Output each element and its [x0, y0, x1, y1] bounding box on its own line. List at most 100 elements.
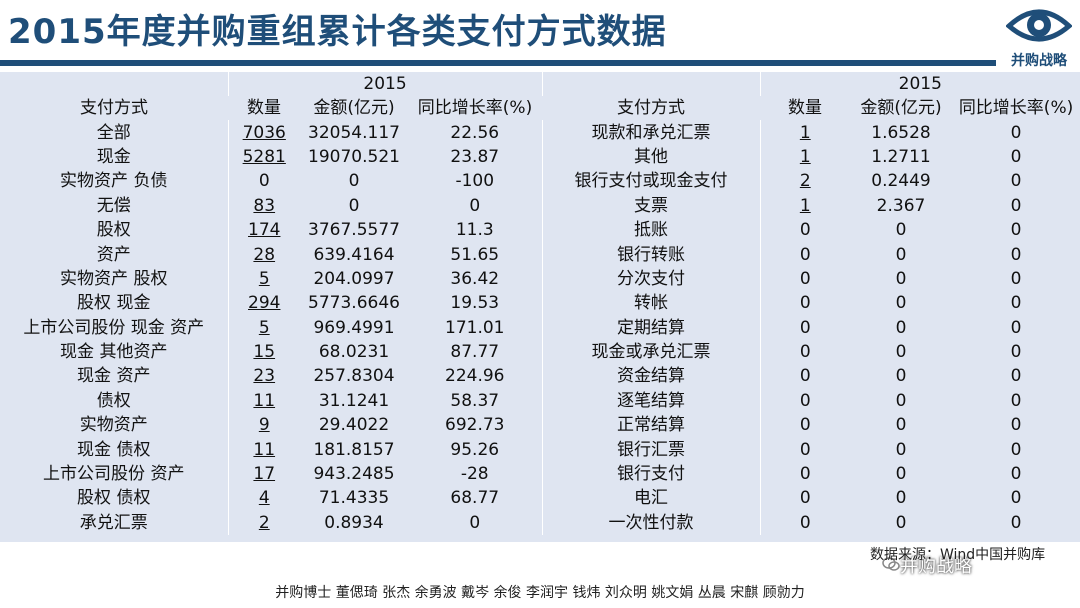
right-count-value: 0	[799, 293, 811, 314]
right-count-value: 0	[799, 488, 811, 509]
right-amount-cell: 1.2711	[871, 146, 931, 167]
left-method-cell: 实物资产 负债	[0, 169, 229, 194]
right-method-cell: 现金或承兑汇票	[542, 339, 761, 365]
left-amount-cell: 204.0997	[313, 268, 395, 289]
header-amount-left: 金额(亿元)	[313, 98, 395, 119]
left-count-cell: 11	[228, 389, 300, 413]
table-row: 实物资产 股权 5 204.0997 36.42 分次支付 0 0 0	[0, 266, 1080, 292]
header-growth-right: 同比增长率(%)	[958, 98, 1074, 119]
left-method-cell: 实物资产 股权	[0, 266, 229, 292]
left-count-cell: 15	[228, 340, 300, 364]
right-count-cell: 0	[760, 267, 850, 291]
right-count-cell: 0	[760, 291, 850, 315]
left-count-cell: 5	[228, 267, 300, 291]
left-amount-cell: 19070.521	[308, 146, 400, 167]
left-amount-cell: 0.8934	[324, 512, 384, 533]
header-row: 支付方式 数量 金额(亿元) 同比增长率(%) 支付方式 数量 金额(亿元) 同…	[0, 96, 1080, 120]
left-amount-cell: 71.4335	[318, 488, 390, 509]
left-amount-cell: 0	[348, 171, 360, 192]
left-count-value[interactable]: 4	[258, 488, 270, 509]
right-growth-cell: 0	[1010, 195, 1022, 216]
left-count-cell: 7036	[228, 120, 300, 144]
right-count-cell: 0	[760, 462, 850, 486]
left-count-value: 0	[258, 171, 270, 192]
table-row: 股权 债权 4 71.4335 68.77 电汇 0 0 0	[0, 486, 1080, 511]
right-amount-cell: 0	[895, 512, 907, 533]
left-amount-cell: 68.0231	[318, 342, 390, 363]
left-count-value[interactable]: 5	[258, 317, 270, 338]
right-amount-cell: 0	[895, 244, 907, 265]
left-method-cell: 承兑汇票	[0, 510, 229, 536]
right-method-cell: 银行支付或现金支付	[542, 169, 761, 194]
left-count-value[interactable]: 5	[258, 268, 270, 289]
header-method-right: 支付方式	[617, 98, 686, 119]
left-amount-cell: 3767.5577	[308, 220, 400, 241]
table-row: 现金 债权 11 181.8157 95.26 银行汇票 0 0 0	[0, 437, 1080, 462]
table-body: 2015 2015 支付方式 数量 金额(亿元) 同比增长率(%) 支付方式 数…	[0, 72, 1080, 536]
right-count-value[interactable]: 2	[799, 171, 811, 192]
left-count-cell: 23	[228, 364, 300, 388]
left-count-value[interactable]: 11	[253, 390, 276, 411]
header-year-left: 2015	[363, 74, 407, 94]
table-row: 实物资产 9 29.4022 692.73 正常结算 0 0 0	[0, 413, 1080, 438]
left-count-value[interactable]: 2	[258, 512, 270, 533]
right-amount-cell: 0	[895, 366, 907, 387]
left-growth-cell: -28	[408, 461, 543, 487]
left-count-value[interactable]: 11	[253, 439, 276, 460]
right-count-cell: 1	[760, 194, 850, 218]
right-count-cell: 0	[760, 242, 850, 266]
right-method-cell: 转帐	[542, 291, 761, 316]
right-method-cell: 其他	[542, 144, 761, 170]
left-count-value[interactable]: 5281	[242, 146, 286, 167]
left-method-cell: 实物资产	[0, 413, 229, 438]
header-blank-right	[541, 72, 761, 96]
right-growth-cell: 0	[1010, 220, 1022, 241]
right-growth-cell: 0	[1010, 488, 1022, 509]
right-count-cell: 0	[760, 413, 850, 437]
data-source-note: 数据来源：Wind中国并购库	[870, 547, 1046, 563]
left-method-cell: 股权 现金	[0, 291, 229, 316]
left-count-value[interactable]: 28	[253, 244, 276, 265]
right-method-cell: 资金结算	[542, 364, 761, 389]
left-count-cell: 28	[228, 242, 300, 266]
left-count-value[interactable]: 83	[253, 195, 276, 216]
header-method-left: 支付方式	[80, 98, 148, 119]
header-blank-left	[0, 72, 229, 96]
right-method-cell: 银行支付	[542, 461, 761, 487]
page-title: 2015年度并购重组累计各类支付方式数据	[8, 12, 667, 52]
left-amount-cell: 5773.6646	[308, 293, 400, 314]
right-amount-cell: 1.6528	[871, 122, 931, 143]
right-count-value[interactable]: 1	[799, 146, 811, 167]
table-row: 资产 28 639.4164 51.65 银行转账 0 0 0	[0, 242, 1080, 267]
left-count-cell: 9	[228, 413, 300, 437]
left-count-value[interactable]: 9	[258, 415, 270, 436]
right-growth-cell: 0	[1010, 244, 1022, 265]
left-amount-cell: 29.4022	[318, 415, 390, 436]
title-underline	[0, 60, 996, 66]
right-growth-cell: 0	[1010, 342, 1022, 363]
right-growth-cell: 0	[1010, 512, 1022, 533]
left-growth-cell: 51.65	[408, 242, 543, 267]
table-row: 现金 5281 19070.521 23.87 其他 1 1.2711 0	[0, 144, 1080, 170]
right-growth-cell: 0	[1010, 366, 1022, 387]
right-count-value: 0	[799, 317, 811, 338]
left-count-value[interactable]: 294	[248, 293, 281, 314]
table-row: 无偿 83 0 0 支票 1 2.367 0	[0, 193, 1080, 218]
right-growth-cell: 0	[1010, 122, 1022, 143]
right-count-value[interactable]: 1	[799, 195, 811, 216]
left-count-value[interactable]: 17	[253, 464, 276, 485]
table-row: 股权 174 3767.5577 11.3 抵账 0 0 0	[0, 217, 1080, 243]
right-growth-cell: 0	[1010, 293, 1022, 314]
left-count-value[interactable]: 7036	[242, 122, 286, 143]
table-row: 现金 资产 23 257.8304 224.96 资金结算 0 0 0	[0, 364, 1080, 389]
right-count-value[interactable]: 1	[799, 122, 811, 143]
left-count-value[interactable]: 15	[253, 342, 276, 363]
left-count-value[interactable]: 23	[253, 366, 276, 387]
left-growth-cell: 22.56	[408, 120, 543, 145]
left-count-value[interactable]: 174	[248, 220, 281, 241]
right-method-cell: 正常结算	[542, 413, 761, 438]
left-growth-cell: 19.53	[408, 291, 543, 316]
header-year-row: 2015 2015	[0, 72, 1080, 96]
right-amount-cell: 0	[895, 488, 907, 509]
right-count-cell: 1	[760, 120, 850, 144]
